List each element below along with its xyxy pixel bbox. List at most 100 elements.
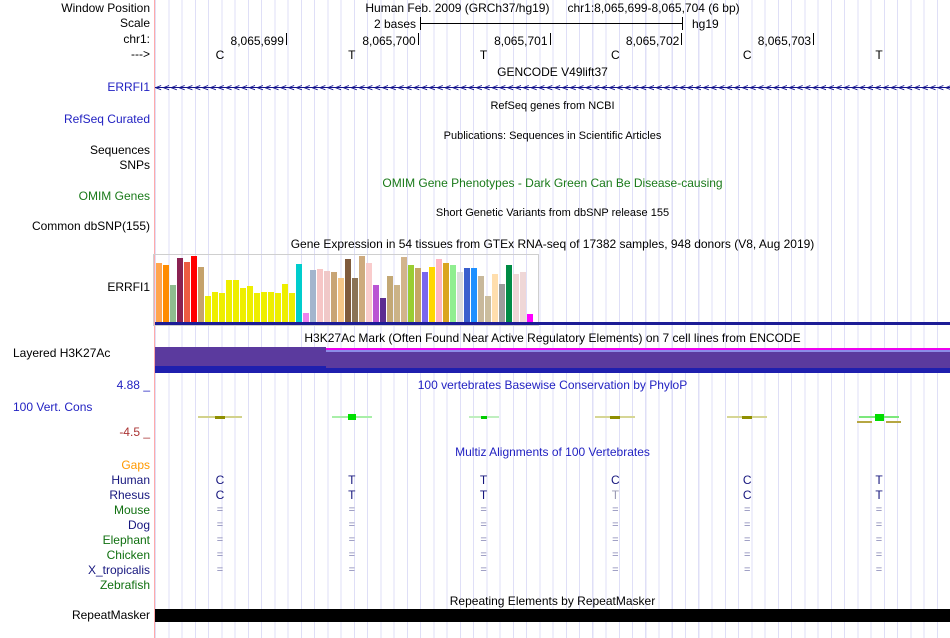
multiz-cell[interactable]: = bbox=[348, 534, 356, 546]
omim-genes-label[interactable]: OMIM Genes bbox=[78, 189, 150, 203]
conservation-mark-center[interactable] bbox=[348, 414, 356, 420]
gtex-bar[interactable] bbox=[226, 280, 232, 322]
gtex-bar[interactable] bbox=[156, 263, 162, 322]
h3k27ac-signal-layer[interactable] bbox=[155, 366, 326, 373]
multiz-cell[interactable]: = bbox=[216, 519, 224, 531]
gtex-bar[interactable] bbox=[247, 286, 253, 322]
multiz-label-zebrafish[interactable]: Zebrafish bbox=[99, 578, 150, 592]
multiz-cell[interactable]: = bbox=[216, 564, 224, 576]
multiz-label-rhesus[interactable]: Rhesus bbox=[109, 488, 150, 502]
multiz-cell[interactable]: = bbox=[743, 534, 751, 546]
repeatmasker-element-bar[interactable] bbox=[155, 609, 950, 622]
sequences-label[interactable]: Sequences bbox=[89, 143, 150, 157]
multiz-cell[interactable]: = bbox=[875, 564, 883, 576]
h3k27ac-signal-layer[interactable] bbox=[326, 348, 950, 350]
multiz-cell[interactable]: = bbox=[480, 534, 487, 546]
gtex-bar[interactable] bbox=[373, 285, 379, 322]
conservation-mark-center[interactable] bbox=[874, 413, 884, 421]
multiz-cell[interactable]: = bbox=[743, 549, 751, 561]
gtex-bar[interactable] bbox=[471, 268, 477, 322]
gtex-bar[interactable] bbox=[352, 278, 358, 322]
multiz-cell[interactable]: T bbox=[611, 488, 620, 502]
gtex-bar[interactable] bbox=[387, 276, 393, 322]
multiz-label-gaps[interactable]: Gaps bbox=[121, 458, 150, 472]
gtex-bar[interactable] bbox=[338, 278, 344, 322]
gtex-bar[interactable] bbox=[513, 274, 519, 322]
conservation-mark-sub[interactable] bbox=[886, 421, 901, 423]
gtex-bar[interactable] bbox=[464, 268, 470, 322]
snps-label[interactable]: SNPs bbox=[119, 158, 150, 172]
multiz-cell[interactable]: C bbox=[742, 488, 752, 502]
repeatmasker-label[interactable]: RepeatMasker bbox=[71, 608, 150, 622]
multiz-cell[interactable]: = bbox=[875, 504, 883, 516]
multiz-label-human[interactable]: Human bbox=[111, 473, 150, 487]
multiz-cell[interactable]: = bbox=[348, 564, 356, 576]
gtex-bar[interactable] bbox=[443, 263, 449, 322]
multiz-cell[interactable]: = bbox=[348, 519, 356, 531]
conservation-mark-center[interactable] bbox=[610, 415, 620, 419]
multiz-cell[interactable]: = bbox=[216, 504, 224, 516]
multiz-cell[interactable]: = bbox=[612, 504, 619, 516]
multiz-cell[interactable]: = bbox=[743, 504, 751, 516]
multiz-cell[interactable]: = bbox=[216, 534, 224, 546]
multiz-cell[interactable]: T bbox=[479, 473, 488, 487]
gtex-bar[interactable] bbox=[520, 272, 526, 322]
gtex-bar[interactable] bbox=[366, 263, 372, 322]
multiz-cell[interactable]: = bbox=[612, 519, 619, 531]
multiz-cell[interactable]: = bbox=[612, 534, 619, 546]
multiz-cell[interactable]: = bbox=[348, 549, 356, 561]
gtex-gene-label[interactable]: ERRFI1 bbox=[107, 280, 150, 294]
gtex-bar[interactable] bbox=[422, 272, 428, 322]
gtex-bar[interactable] bbox=[429, 267, 435, 322]
multiz-label-x_tropicalis[interactable]: X_tropicalis bbox=[87, 563, 150, 577]
gtex-bar[interactable] bbox=[324, 271, 330, 322]
gtex-bar[interactable] bbox=[233, 280, 239, 322]
gtex-bar[interactable] bbox=[282, 284, 288, 322]
gtex-bar[interactable] bbox=[457, 272, 463, 322]
h3k27ac-signal-layer[interactable] bbox=[326, 352, 950, 368]
gtex-bar[interactable] bbox=[506, 265, 512, 322]
multiz-cell[interactable]: = bbox=[612, 549, 619, 561]
multiz-cell[interactable]: C bbox=[611, 473, 620, 487]
multiz-label-dog[interactable]: Dog bbox=[127, 518, 150, 532]
gtex-bar[interactable] bbox=[359, 256, 365, 322]
gtex-bar[interactable] bbox=[268, 292, 274, 322]
gencode-gene-label[interactable]: ERRFI1 bbox=[107, 80, 150, 94]
gtex-bar[interactable] bbox=[254, 293, 260, 322]
gtex-bar[interactable] bbox=[296, 264, 302, 322]
multiz-cell[interactable]: = bbox=[875, 534, 883, 546]
gtex-bar[interactable] bbox=[485, 296, 491, 322]
gtex-bar[interactable] bbox=[275, 293, 281, 322]
gtex-bar[interactable] bbox=[450, 265, 456, 322]
gtex-bar[interactable] bbox=[499, 284, 505, 322]
conservation-mark-center[interactable] bbox=[481, 415, 487, 419]
layered-h3k27ac-label[interactable]: Layered H3K27Ac bbox=[13, 346, 111, 360]
h3k27ac-signal-layer[interactable] bbox=[326, 350, 950, 352]
gtex-bar[interactable] bbox=[163, 265, 169, 322]
multiz-cell[interactable]: = bbox=[216, 549, 224, 561]
gtex-bar[interactable] bbox=[345, 259, 351, 322]
h3k27ac-signal-layer[interactable] bbox=[155, 347, 326, 366]
conservation-mark-sub[interactable] bbox=[857, 421, 872, 423]
gtex-bar[interactable] bbox=[380, 298, 386, 322]
gtex-bar[interactable] bbox=[492, 274, 498, 322]
conservation-label[interactable]: 100 Vert. Cons bbox=[13, 400, 93, 414]
multiz-cell[interactable]: = bbox=[875, 519, 883, 531]
multiz-cell[interactable]: = bbox=[743, 519, 751, 531]
gtex-bar[interactable] bbox=[191, 256, 197, 322]
multiz-cell[interactable]: = bbox=[348, 504, 356, 516]
multiz-label-chicken[interactable]: Chicken bbox=[106, 548, 150, 562]
multiz-cell[interactable]: T bbox=[875, 488, 883, 502]
gtex-bar[interactable] bbox=[177, 258, 183, 322]
gtex-bar[interactable] bbox=[170, 285, 176, 322]
multiz-cell[interactable]: C bbox=[215, 473, 225, 487]
multiz-label-mouse[interactable]: Mouse bbox=[113, 503, 150, 517]
gtex-bar[interactable] bbox=[310, 270, 316, 322]
gtex-bar[interactable] bbox=[527, 314, 533, 322]
multiz-cell[interactable]: = bbox=[480, 549, 487, 561]
gtex-bar[interactable] bbox=[317, 269, 323, 322]
gtex-bar[interactable] bbox=[240, 288, 246, 322]
gencode-transcript-arrows[interactable]: <<<<<<<<<<<<<<<<<<<<<<<<<<<<<<<<<<<<<<<<… bbox=[155, 82, 950, 94]
gtex-bar[interactable] bbox=[408, 265, 414, 322]
h3k27ac-signal-layer[interactable] bbox=[326, 368, 950, 373]
